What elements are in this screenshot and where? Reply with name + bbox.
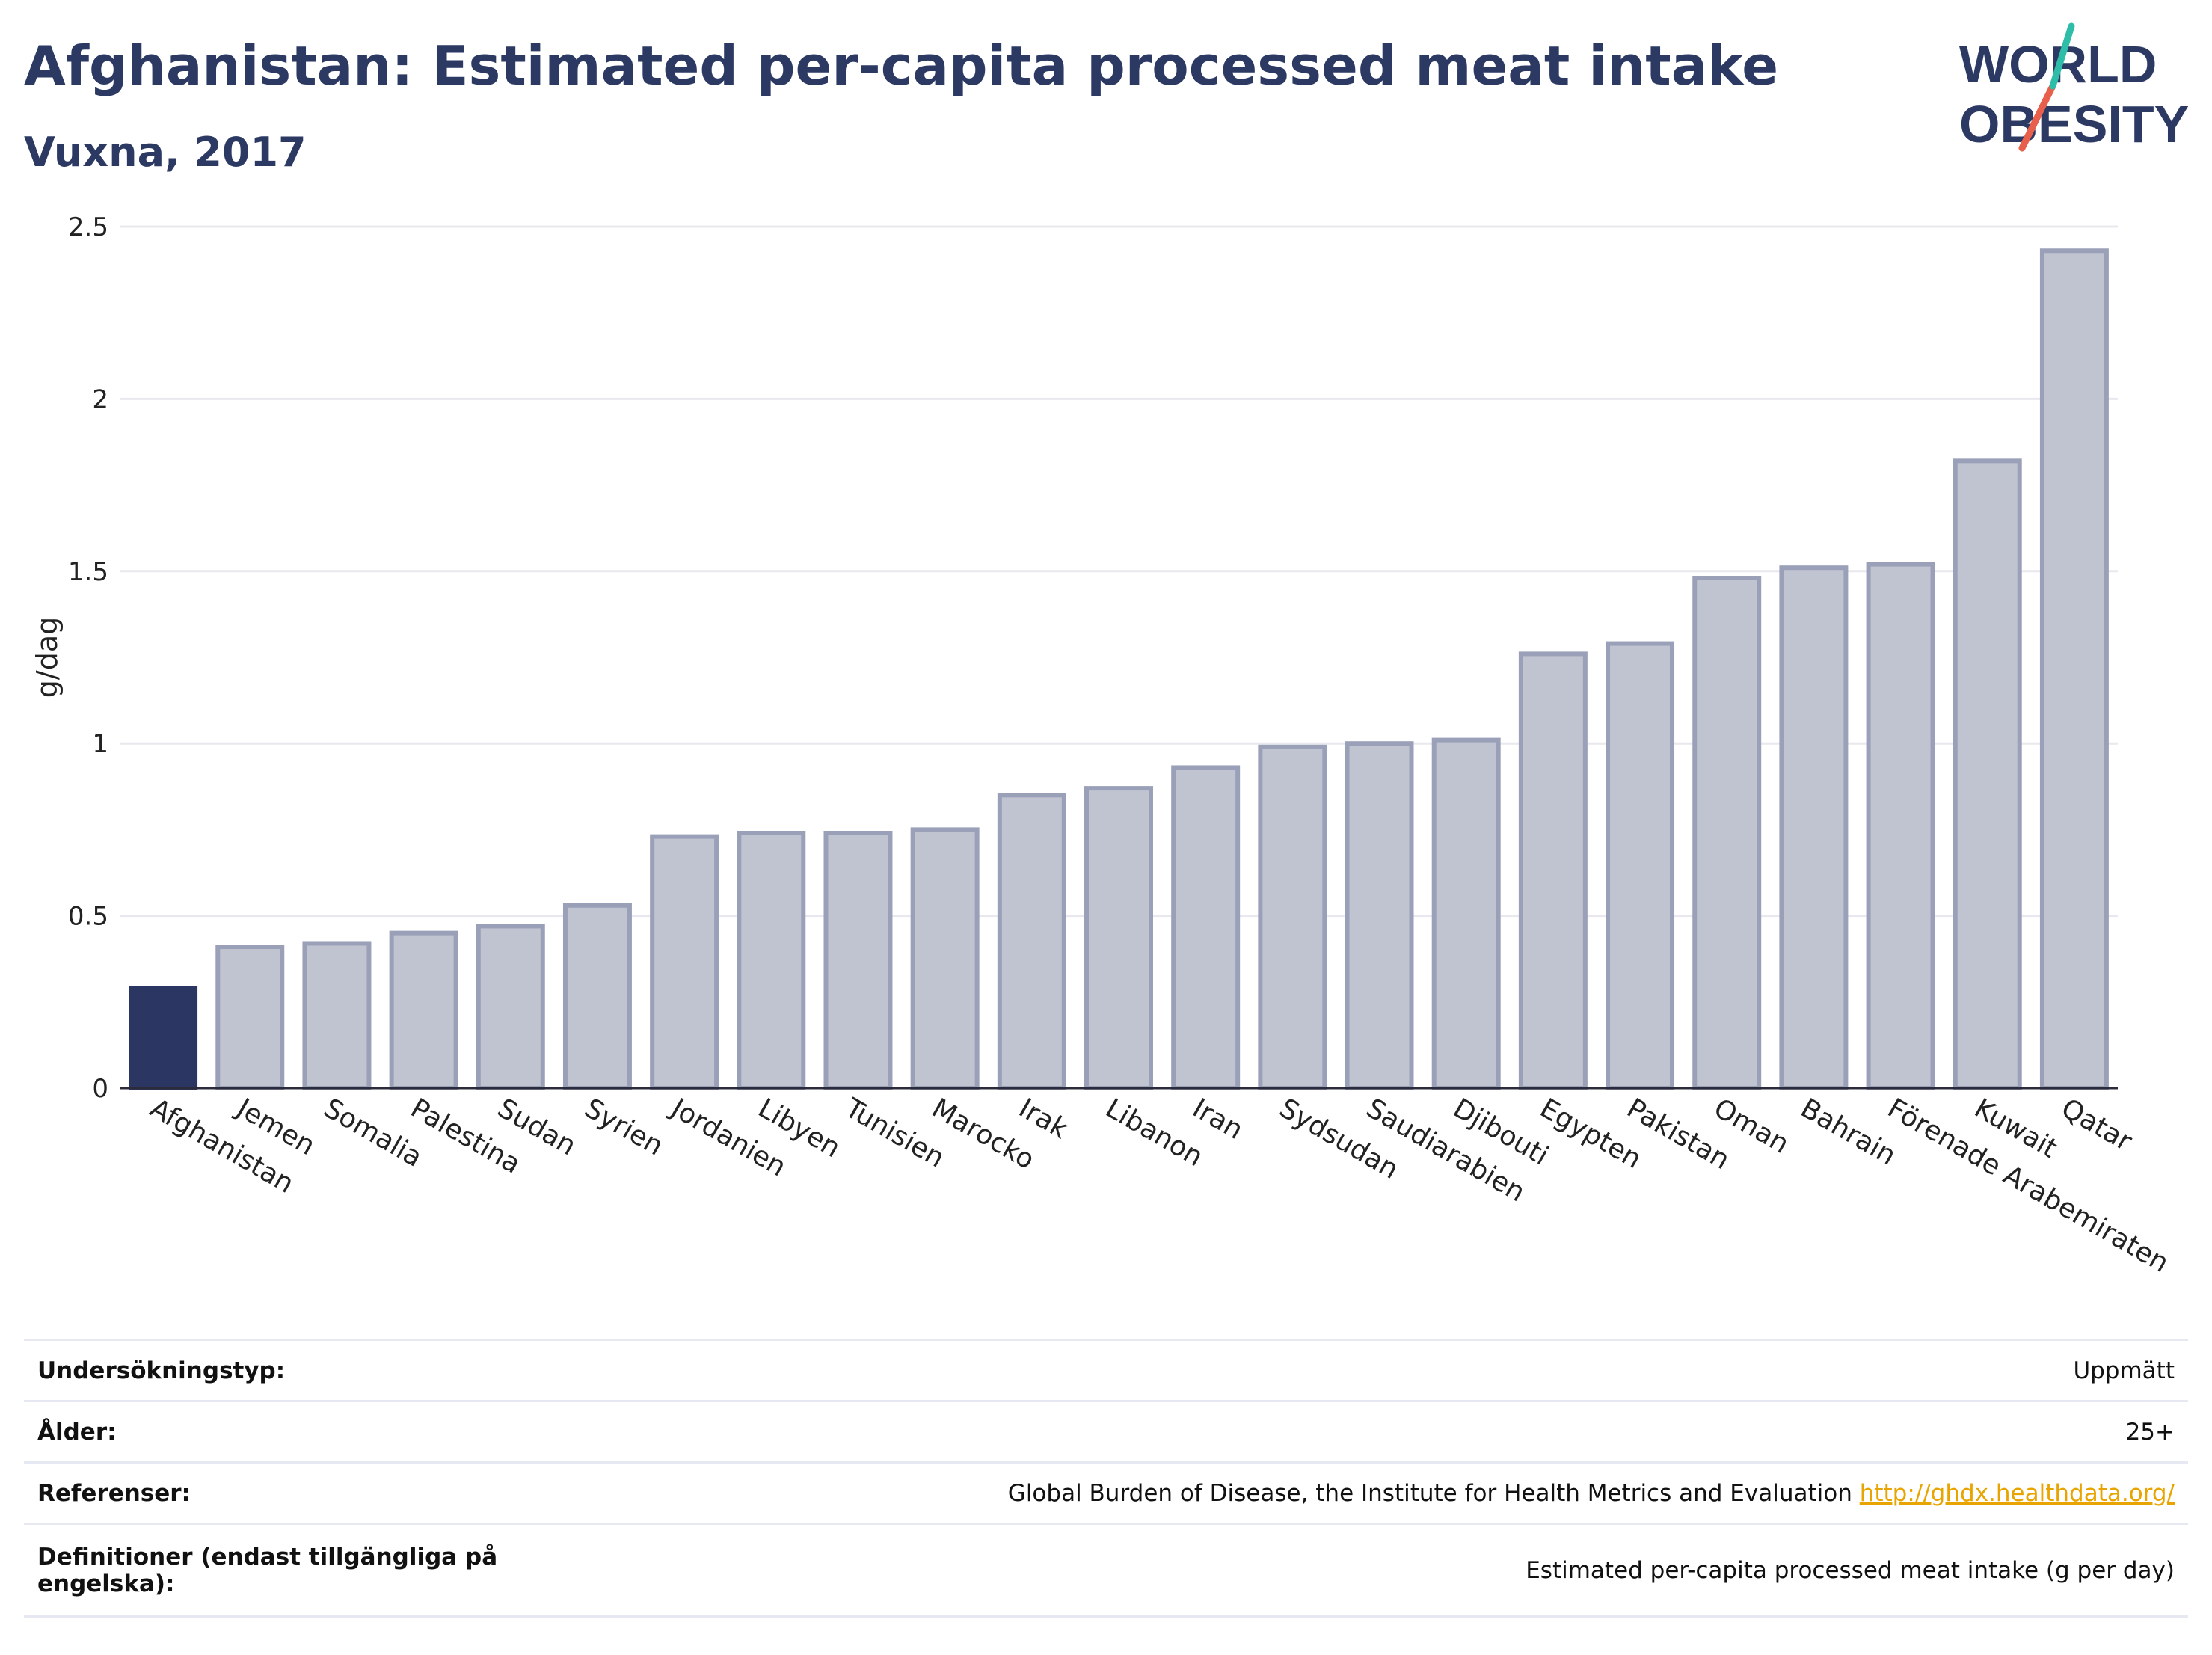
- x-tick-label: Iran: [1188, 1093, 1248, 1146]
- info-label: Referenser:: [24, 1461, 529, 1525]
- info-row-definitions: Definitioner (endast tillgängliga på eng…: [24, 1523, 2188, 1618]
- bar-marocko: [910, 827, 980, 1091]
- bar-syrien: [562, 903, 632, 1090]
- x-tick-label: Irak: [1013, 1093, 1073, 1145]
- info-label: Undersökningstyp:: [24, 1339, 529, 1402]
- info-label: Ålder:: [24, 1400, 529, 1464]
- info-value: Uppmätt: [529, 1339, 2188, 1402]
- info-row-age: Ålder: 25+: [24, 1400, 2188, 1464]
- y-tick-label: 2.5: [68, 212, 108, 242]
- info-table: Undersökningstyp: Uppmätt Ålder: 25+ Ref…: [24, 1339, 2188, 1618]
- bar-qatar: [2039, 248, 2109, 1091]
- logo-slash-coral: [2018, 82, 2056, 152]
- info-value: 25+: [529, 1400, 2188, 1464]
- bar-libyen: [737, 831, 806, 1091]
- info-value: Global Burden of Disease, the Institute …: [529, 1461, 2188, 1525]
- x-tick-label: Syrien: [579, 1093, 668, 1161]
- x-tick-label: Somalia: [319, 1093, 427, 1173]
- bar-sudan: [476, 924, 545, 1090]
- bar-förenade-arabemiraten: [1866, 562, 1935, 1090]
- bar-oman: [1692, 576, 1762, 1090]
- bar-jordanien: [650, 834, 719, 1090]
- y-tick-label: 1.5: [68, 557, 108, 587]
- y-tick-label: 0: [92, 1074, 108, 1104]
- x-tick-label: Qatar: [2056, 1093, 2136, 1157]
- bar-kuwait: [1953, 458, 2022, 1090]
- bar-afghanistan: [129, 986, 198, 1091]
- chart-title: Afghanistan: Estimated per-capita proces…: [24, 34, 1779, 97]
- bar-jemen: [215, 945, 285, 1091]
- bar-djibouti: [1431, 737, 1501, 1090]
- x-tick-label: Bahrain: [1795, 1093, 1901, 1171]
- y-tick-label: 2: [92, 384, 108, 414]
- bar-egypten: [1518, 651, 1588, 1090]
- y-tick-label: 1: [92, 729, 108, 759]
- reference-text: Global Burden of Disease, the Institute …: [1007, 1479, 1852, 1507]
- logo-slash-teal: [2049, 22, 2075, 90]
- bar-tunisien: [823, 831, 893, 1091]
- bar-irak: [997, 793, 1066, 1090]
- bar-bahrain: [1779, 565, 1849, 1090]
- bar-libanon: [1084, 786, 1153, 1090]
- logo-line-2: OBESITY: [1959, 95, 2189, 153]
- reference-link[interactable]: http://ghdx.healthdata.org/: [1859, 1479, 2175, 1507]
- x-tick-label: Libanon: [1101, 1093, 1208, 1173]
- info-value: Estimated per-capita processed meat inta…: [529, 1523, 2188, 1618]
- y-tick-label: 0.5: [68, 902, 108, 932]
- chart-subtitle: Vuxna, 2017: [24, 129, 307, 176]
- bar-somalia: [302, 941, 372, 1090]
- bar-palestina: [389, 930, 458, 1091]
- bar-sydsudan: [1258, 744, 1327, 1090]
- y-axis-label: g/dag: [31, 617, 64, 698]
- bar-pakistan: [1606, 641, 1675, 1090]
- x-tick-label: Tunisien: [839, 1093, 950, 1174]
- bar-saudiarabien: [1345, 741, 1414, 1090]
- info-row-survey-type: Undersökningstyp: Uppmätt: [24, 1339, 2188, 1402]
- bar-chart: 00.511.522.5g/dagAfghanistanJemenSomalia…: [31, 212, 2174, 1279]
- bar-iran: [1171, 765, 1241, 1091]
- world-obesity-logo: WORLD OBESITY: [1959, 22, 2189, 153]
- info-label: Definitioner (endast tillgängliga på eng…: [24, 1523, 529, 1618]
- info-row-references: Referenser: Global Burden of Disease, th…: [24, 1461, 2188, 1525]
